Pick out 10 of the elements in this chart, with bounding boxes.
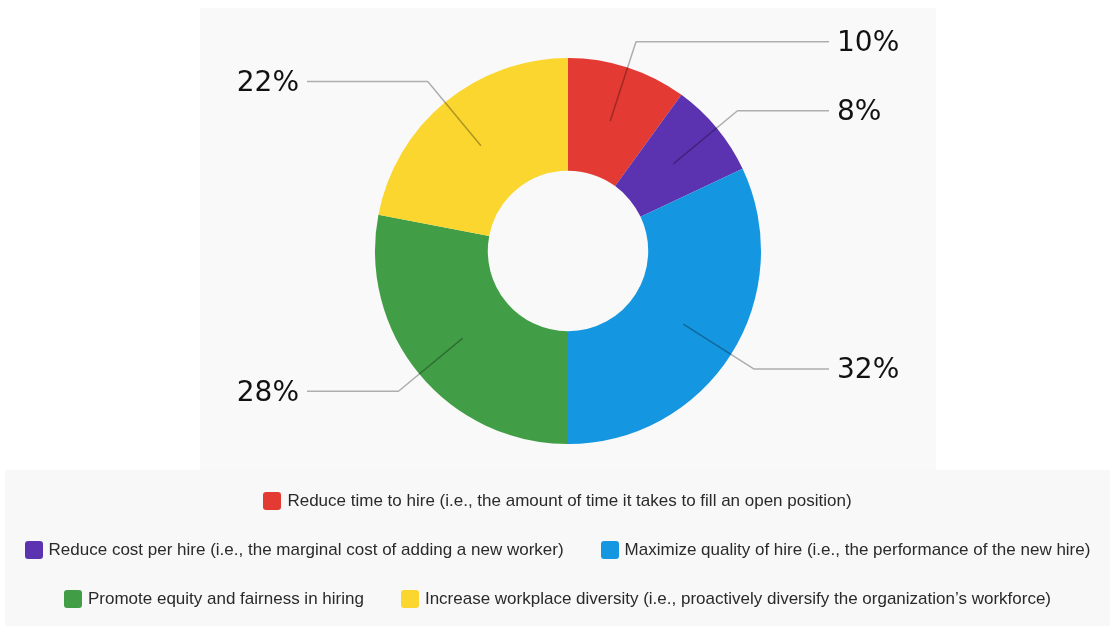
legend-label: Maximize quality of hire (i.e., the performance of the new hire) [624, 540, 1091, 560]
legend-label: Reduce cost per hire (i.e., the marginal cost of adding a new worker) [48, 540, 564, 560]
legend-label: Promote equity and fairness in hiring [87, 589, 364, 609]
legend-label: Reduce time to hire (i.e., the amount of time it takes to fill an open position) [287, 491, 852, 511]
data-label: 32% [837, 352, 900, 386]
data-label: 22% [236, 64, 299, 98]
data-label: 28% [236, 374, 299, 408]
data-label: 10% [837, 25, 900, 59]
data-label: 8% [837, 94, 882, 128]
legend-label: Increase workplace diversity (i.e., proactively diversify the organization’s workforce) [424, 589, 1052, 609]
